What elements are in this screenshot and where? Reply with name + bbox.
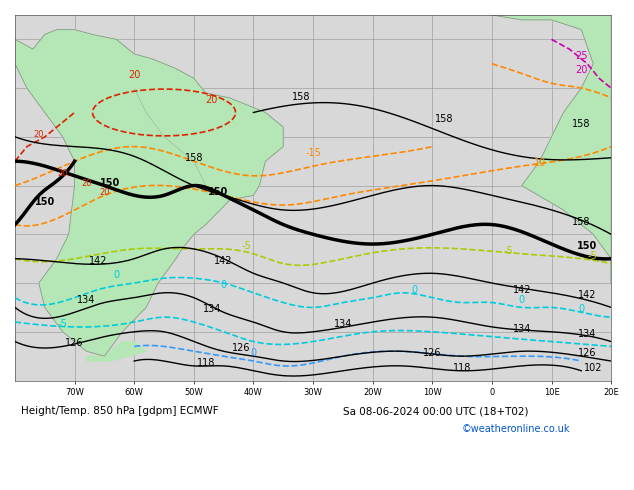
Polygon shape bbox=[15, 29, 283, 356]
Text: 158: 158 bbox=[435, 114, 453, 124]
Polygon shape bbox=[86, 342, 146, 361]
Polygon shape bbox=[492, 15, 611, 283]
Text: 142: 142 bbox=[214, 256, 233, 266]
Text: 20: 20 bbox=[81, 178, 92, 188]
Text: 126: 126 bbox=[423, 348, 441, 358]
Text: 158: 158 bbox=[292, 92, 311, 102]
Text: 20: 20 bbox=[128, 71, 140, 80]
Text: 0: 0 bbox=[519, 294, 525, 305]
Text: 118: 118 bbox=[453, 363, 471, 373]
Text: 20: 20 bbox=[99, 188, 110, 197]
Text: 150: 150 bbox=[100, 177, 120, 188]
Text: 25: 25 bbox=[575, 51, 588, 61]
Text: 134: 134 bbox=[578, 329, 597, 339]
Text: 134: 134 bbox=[333, 319, 352, 329]
Text: 20: 20 bbox=[58, 169, 68, 178]
Text: 0: 0 bbox=[113, 270, 119, 280]
Text: 0: 0 bbox=[578, 304, 585, 314]
Text: 142: 142 bbox=[89, 256, 108, 266]
Text: 134: 134 bbox=[202, 304, 221, 314]
Text: 10: 10 bbox=[533, 158, 546, 168]
Text: 118: 118 bbox=[197, 358, 215, 368]
Text: 126: 126 bbox=[232, 343, 251, 353]
Text: 150: 150 bbox=[577, 241, 597, 251]
Text: 142: 142 bbox=[578, 290, 597, 300]
Text: 20: 20 bbox=[205, 95, 218, 105]
Text: 134: 134 bbox=[77, 294, 96, 305]
Text: Height/Temp. 850 hPa [gdpm] ECMWF: Height/Temp. 850 hPa [gdpm] ECMWF bbox=[21, 406, 219, 416]
Text: 102: 102 bbox=[584, 363, 602, 373]
Text: 142: 142 bbox=[512, 285, 531, 295]
Text: 126: 126 bbox=[65, 339, 84, 348]
Text: 0: 0 bbox=[221, 280, 227, 290]
Text: -5: -5 bbox=[58, 319, 68, 329]
Text: Sa 08-06-2024 00:00 UTC (18+T02): Sa 08-06-2024 00:00 UTC (18+T02) bbox=[343, 406, 528, 416]
Text: 0: 0 bbox=[250, 348, 257, 358]
Text: -5: -5 bbox=[242, 241, 251, 251]
Text: 134: 134 bbox=[512, 324, 531, 334]
Text: 150: 150 bbox=[35, 197, 55, 207]
Text: -5: -5 bbox=[587, 251, 597, 261]
Text: 158: 158 bbox=[572, 217, 590, 226]
Text: 158: 158 bbox=[184, 153, 203, 163]
Text: 158: 158 bbox=[572, 119, 590, 129]
Text: -15: -15 bbox=[305, 148, 321, 158]
Text: -5: -5 bbox=[504, 246, 514, 256]
Text: ©weatheronline.co.uk: ©weatheronline.co.uk bbox=[462, 424, 571, 435]
Text: 20: 20 bbox=[34, 130, 44, 139]
Text: 0: 0 bbox=[411, 285, 417, 295]
Text: 150: 150 bbox=[207, 187, 228, 197]
Text: 126: 126 bbox=[578, 348, 597, 358]
Text: 20: 20 bbox=[575, 66, 588, 75]
